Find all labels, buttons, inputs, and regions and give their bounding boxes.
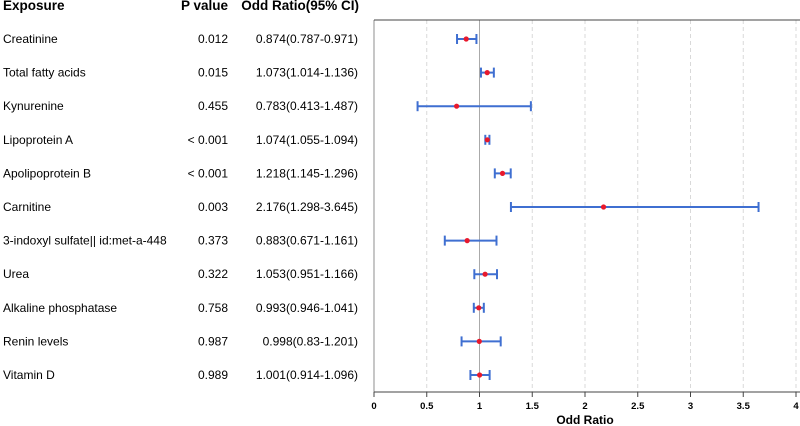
row-pvalue: 0.758 [198, 301, 228, 315]
or-point [464, 238, 470, 244]
row-exposure: 3-indoxyl sulfate|| id:met-a-448 [3, 234, 167, 248]
or-point [477, 372, 483, 378]
row-exposure: Apolipoprotein B [3, 166, 91, 180]
x-tick-label: 0 [371, 401, 376, 412]
row-odd-ratio: 1.218(1.145-1.296) [256, 166, 358, 180]
x-tick-label: 0.5 [420, 401, 434, 412]
row-pvalue: 0.015 [198, 66, 228, 80]
or-point [476, 305, 482, 311]
or-point [482, 271, 488, 277]
x-axis-label: Odd Ratio [556, 413, 613, 426]
row-odd-ratio: 1.074(1.055-1.094) [256, 133, 358, 147]
row-exposure: Kynurenine [3, 99, 64, 113]
header-exposure: Exposure [3, 0, 65, 13]
row-exposure: Lipoprotein A [3, 133, 73, 147]
row-pvalue: 0.989 [198, 368, 228, 382]
row-exposure: Vitamin D [3, 368, 55, 382]
row-pvalue: 0.455 [198, 99, 228, 113]
row-pvalue: 0.373 [198, 234, 228, 248]
or-point [454, 103, 460, 109]
row-odd-ratio: 1.001(0.914-1.096) [256, 368, 358, 382]
x-tick-label: 2 [582, 401, 587, 412]
row-exposure: Total fatty acids [3, 66, 86, 80]
or-point [476, 338, 482, 344]
row-odd-ratio: 0.883(0.671-1.161) [256, 234, 358, 248]
table-rows: Creatinine 0.012 0.874(0.787-0.971) Total f… [3, 32, 358, 382]
row-pvalue: 0.987 [198, 334, 228, 348]
row-exposure: Renin levels [3, 334, 68, 348]
plot-area: 0 0.5 1 1.5 2 2.5 3 3.5 4 [371, 19, 800, 412]
row-pvalue: 0.003 [198, 200, 228, 214]
row-exposure: Alkaline phosphatase [3, 301, 117, 315]
x-tick-label: 4 [793, 401, 799, 412]
or-point [484, 70, 490, 76]
row-pvalue: 0.322 [198, 267, 228, 281]
row-odd-ratio: 1.073(1.014-1.136) [256, 66, 358, 80]
row-odd-ratio: 0.783(0.413-1.487) [256, 99, 358, 113]
x-tick-label: 1 [477, 401, 483, 412]
header-pvalue: P value [181, 0, 229, 13]
x-tick-label: 1.5 [526, 401, 540, 412]
row-exposure: Carnitine [3, 200, 51, 214]
x-tick-label: 3.5 [737, 401, 751, 412]
or-point [600, 204, 607, 210]
or-point [484, 137, 490, 143]
row-odd-ratio: 0.874(0.787-0.971) [256, 32, 358, 46]
x-tick-label: 2.5 [631, 401, 645, 412]
row-pvalue: < 0.001 [188, 133, 229, 147]
row-odd-ratio: 1.053(0.951-1.166) [256, 267, 358, 281]
row-pvalue: 0.012 [198, 32, 228, 46]
row-exposure: Creatinine [3, 32, 58, 46]
row-odd-ratio: 0.993(0.946-1.041) [256, 301, 358, 315]
x-tick-label: 3 [688, 401, 693, 412]
row-pvalue: < 0.001 [188, 166, 229, 180]
or-point [463, 36, 469, 42]
header-odd-ratio: Odd Ratio(95% CI) [241, 0, 359, 13]
row-exposure: Urea [3, 267, 29, 281]
or-point [499, 170, 506, 176]
row-odd-ratio: 2.176(1.298-3.645) [256, 200, 358, 214]
row-odd-ratio: 0.998(0.83-1.201) [263, 334, 358, 348]
